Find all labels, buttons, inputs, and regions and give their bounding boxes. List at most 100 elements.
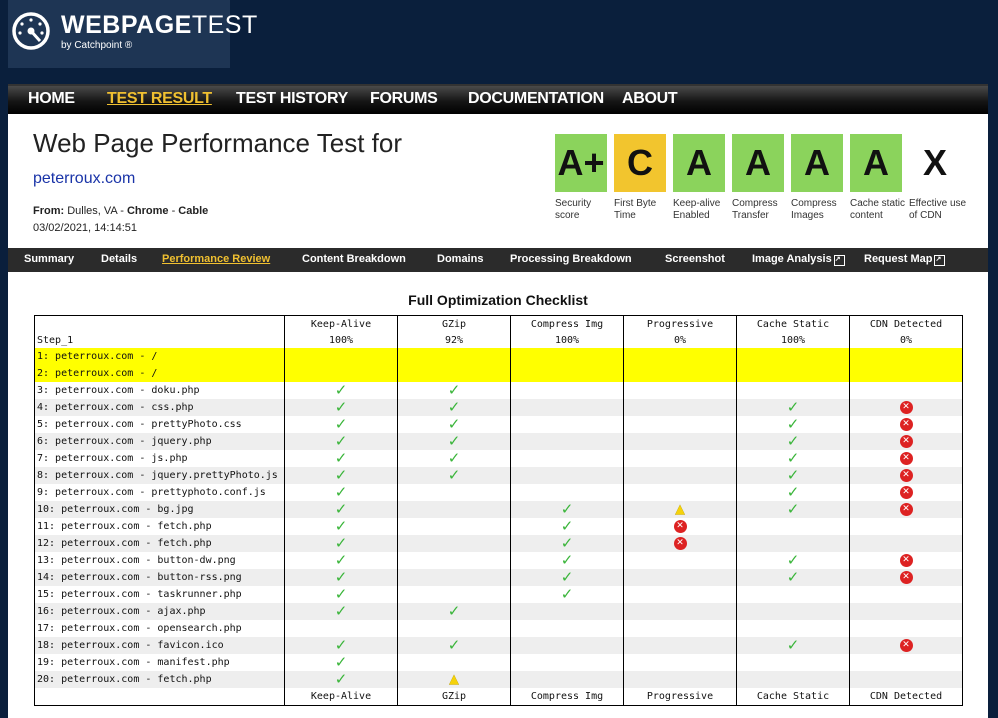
grade-box[interactable]: A	[850, 134, 902, 192]
check-icon: ✓	[786, 450, 800, 467]
table-row[interactable]: 16: peterroux.com - ajax.php ✓ ✓	[34, 603, 963, 620]
table-row[interactable]: 8: peterroux.com - jquery.prettyPhoto.js…	[34, 467, 963, 484]
check-cell: ✓	[736, 467, 850, 484]
check-cell	[510, 484, 624, 501]
check-cell	[510, 348, 624, 365]
nav-home[interactable]: HOME	[28, 90, 75, 107]
table-row[interactable]: 1: peterroux.com - /	[34, 348, 963, 365]
nav-documentation[interactable]: DOCUMENTATION	[468, 90, 604, 107]
table-row[interactable]: 14: peterroux.com - button-rss.png ✓ ✓ ✓ ✕	[34, 569, 963, 586]
check-cell: ✕	[849, 467, 963, 484]
check-cell	[623, 654, 737, 671]
check-cell	[284, 348, 398, 365]
check-icon: ✓	[334, 382, 348, 399]
table-row[interactable]: 10: peterroux.com - bg.jpg ✓ ✓ ▲ ✓ ✕	[34, 501, 963, 518]
check-cell: ✓	[284, 603, 398, 620]
subnav-summary[interactable]: Summary	[24, 253, 75, 265]
check-cell: ✕	[849, 637, 963, 654]
nav-forums[interactable]: FORUMS	[370, 90, 438, 107]
request-url: 1: peterroux.com - /	[34, 348, 285, 365]
table-row[interactable]: 19: peterroux.com - manifest.php ✓	[34, 654, 963, 671]
check-cell: ✓	[284, 501, 398, 518]
subnav-screenshot[interactable]: Screenshot	[665, 253, 725, 265]
request-url: 6: peterroux.com - jquery.php	[34, 433, 285, 450]
column-header: GZip	[397, 315, 511, 332]
table-row[interactable]: 18: peterroux.com - favicon.ico ✓ ✓ ✓ ✕	[34, 637, 963, 654]
subnav-performance-review[interactable]: Performance Review	[162, 253, 271, 265]
check-icon: ✓	[334, 399, 348, 416]
table-row[interactable]: 13: peterroux.com - button-dw.png ✓ ✓ ✓ ✕	[34, 552, 963, 569]
check-cell	[510, 467, 624, 484]
check-cell: ✓	[397, 603, 511, 620]
check-cell	[397, 654, 511, 671]
grade-label: Keep-alive Enabled	[673, 198, 721, 221]
error-icon: ✕	[673, 520, 687, 533]
table-row[interactable]: 6: peterroux.com - jquery.php ✓ ✓ ✓ ✕	[34, 433, 963, 450]
check-cell	[849, 382, 963, 399]
subnav-image-analysis[interactable]: Image Analysis ↗	[752, 253, 845, 266]
page-title: Web Page Performance Test for	[33, 128, 403, 158]
table-row[interactable]: 11: peterroux.com - fetch.php ✓ ✓ ✕	[34, 518, 963, 535]
check-cell	[849, 365, 963, 382]
column-footer: Keep-Alive	[284, 688, 398, 706]
subnav-content-breakdown[interactable]: Content Breakdown	[302, 253, 406, 265]
check-cell: ✓	[510, 518, 624, 535]
table-row[interactable]: 9: peterroux.com - prettyphoto.conf.js ✓ ✓…	[34, 484, 963, 501]
subnav-domains[interactable]: Domains	[437, 253, 484, 265]
grade-box[interactable]: A+	[555, 134, 607, 192]
request-url: 19: peterroux.com - manifest.php	[34, 654, 285, 671]
subnav-processing-breakdown[interactable]: Processing Breakdown	[510, 253, 632, 265]
check-cell	[510, 654, 624, 671]
check-cell: ✓	[284, 484, 398, 501]
grade-box[interactable]: X	[909, 134, 961, 192]
table-row[interactable]: 3: peterroux.com - doku.php ✓ ✓	[34, 382, 963, 399]
check-cell: ✓	[284, 569, 398, 586]
checklist-title: Full Optimization Checklist	[408, 292, 588, 308]
column-header: CDN Detected	[849, 315, 963, 332]
webpagetest-logo[interactable]: WEBPAGETEST by Catchpoint ®	[8, 0, 257, 68]
table-row[interactable]: 15: peterroux.com - taskrunner.php ✓ ✓	[34, 586, 963, 603]
grade-label: Compress Images	[791, 198, 837, 221]
check-cell	[623, 484, 737, 501]
table-row[interactable]: 20: peterroux.com - fetch.php ✓ ▲	[34, 671, 963, 688]
step-label: Step_1	[34, 332, 285, 348]
check-cell	[510, 416, 624, 433]
tested-site-link[interactable]: peterroux.com	[33, 170, 136, 187]
check-cell	[849, 671, 963, 688]
subnav-request-map[interactable]: Request Map ↗	[864, 253, 946, 266]
table-row[interactable]: 4: peterroux.com - css.php ✓ ✓ ✓ ✕	[34, 399, 963, 416]
table-row[interactable]: 5: peterroux.com - prettyPhoto.css ✓ ✓ ✓ ✕	[34, 416, 963, 433]
subnav-details[interactable]: Details	[101, 253, 138, 265]
table-row[interactable]: 2: peterroux.com - /	[34, 365, 963, 382]
footer-spacer	[34, 688, 285, 706]
table-row[interactable]: 17: peterroux.com - opensearch.php	[34, 620, 963, 637]
check-icon: ✓	[334, 569, 348, 586]
column-score: 100%	[284, 332, 398, 348]
grade-label: First Byte Time	[614, 198, 657, 221]
grade-box[interactable]: C	[614, 134, 666, 192]
table-row[interactable]: 7: peterroux.com - js.php ✓ ✓ ✓ ✕	[34, 450, 963, 467]
table-row[interactable]: 12: peterroux.com - fetch.php ✓ ✓ ✕	[34, 535, 963, 552]
nav-about[interactable]: ABOUT	[622, 90, 678, 107]
request-url: 7: peterroux.com - js.php	[34, 450, 285, 467]
check-cell	[849, 518, 963, 535]
request-url: 20: peterroux.com - fetch.php	[34, 671, 285, 688]
check-cell: ▲	[397, 671, 511, 688]
check-cell	[510, 433, 624, 450]
check-icon: ✓	[334, 433, 348, 450]
check-icon: ✓	[334, 518, 348, 535]
score-row: Step_1 100% 92% 100% 0% 100% 0%	[34, 332, 963, 348]
column-header: Cache Static	[736, 315, 850, 332]
brand-name: WEBPAGETEST	[61, 11, 258, 39]
request-url: 3: peterroux.com - doku.php	[34, 382, 285, 399]
check-cell: ✓	[510, 552, 624, 569]
check-cell	[510, 399, 624, 416]
grade-box[interactable]: A	[732, 134, 784, 192]
check-cell	[849, 620, 963, 637]
nav-test-history[interactable]: TEST HISTORY	[236, 90, 348, 107]
grade-box[interactable]: A	[791, 134, 843, 192]
check-icon: ✓	[560, 518, 574, 535]
error-icon: ✕	[899, 435, 913, 448]
grade-box[interactable]: A	[673, 134, 725, 192]
nav-test-result[interactable]: TEST RESULT	[107, 90, 212, 107]
